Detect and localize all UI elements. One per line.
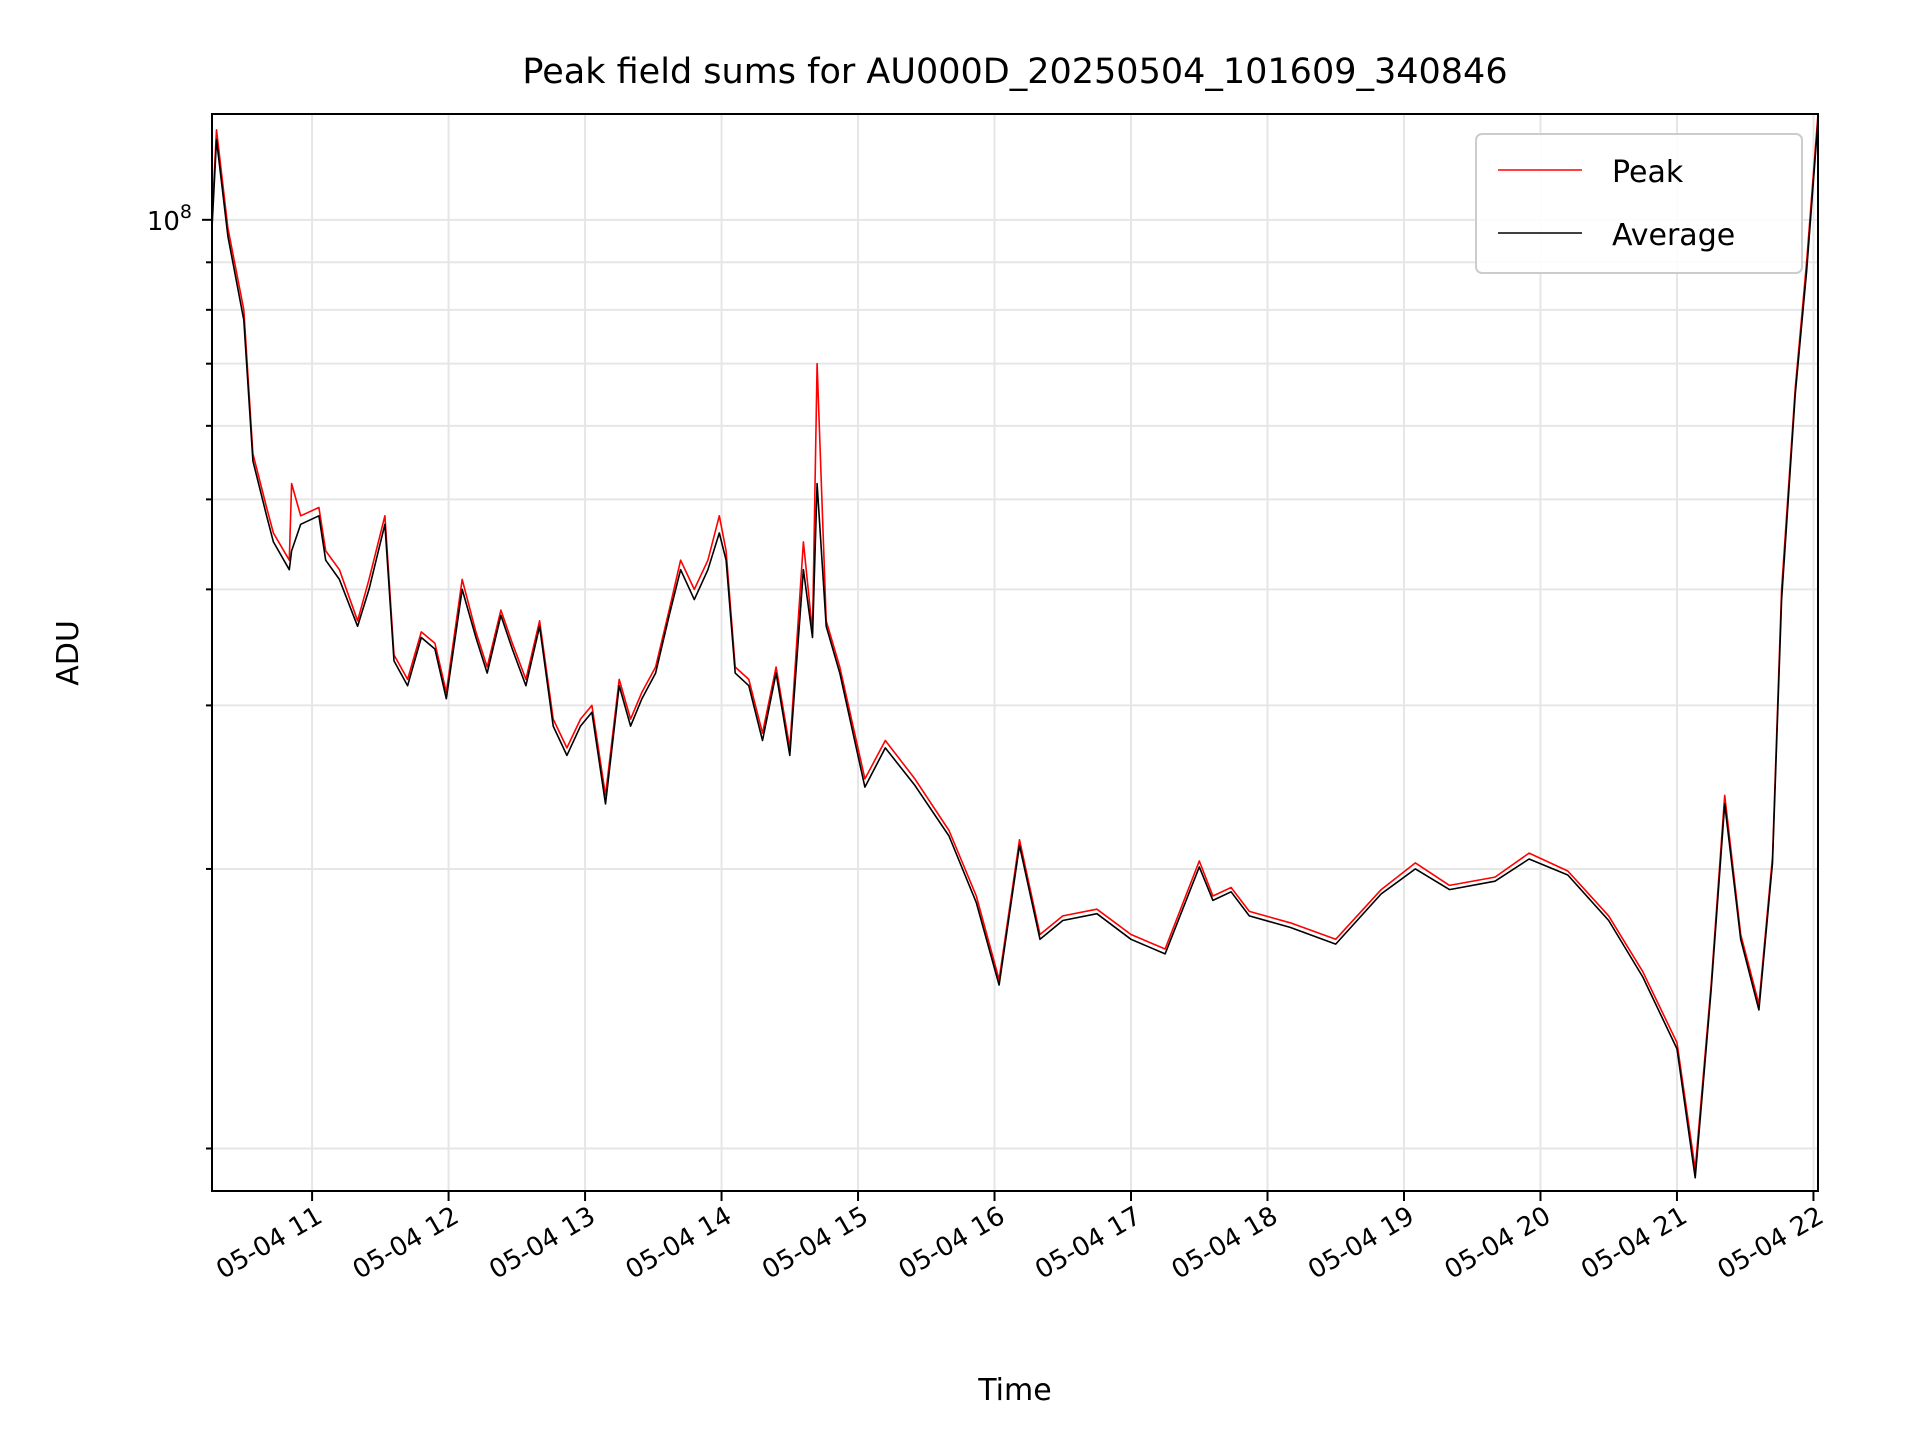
x-axis-label: Time [977,1373,1051,1408]
series-lines [211,113,1819,1179]
y-axis-label: ADU [51,620,86,686]
legend-label-average: Average [1612,218,1735,253]
series-line-average [211,120,1819,1179]
legend-label-peak: Peak [1612,155,1684,190]
y-tick-label: 108 [147,201,192,237]
legend: Peak Average [1475,133,1803,274]
plot-frame [211,113,1819,1192]
legend-box [1475,133,1803,274]
series-line-peak [211,113,1819,1170]
grid [212,114,1818,1191]
chart-title: Peak field sums for AU000D_20250504_1016… [522,52,1507,92]
